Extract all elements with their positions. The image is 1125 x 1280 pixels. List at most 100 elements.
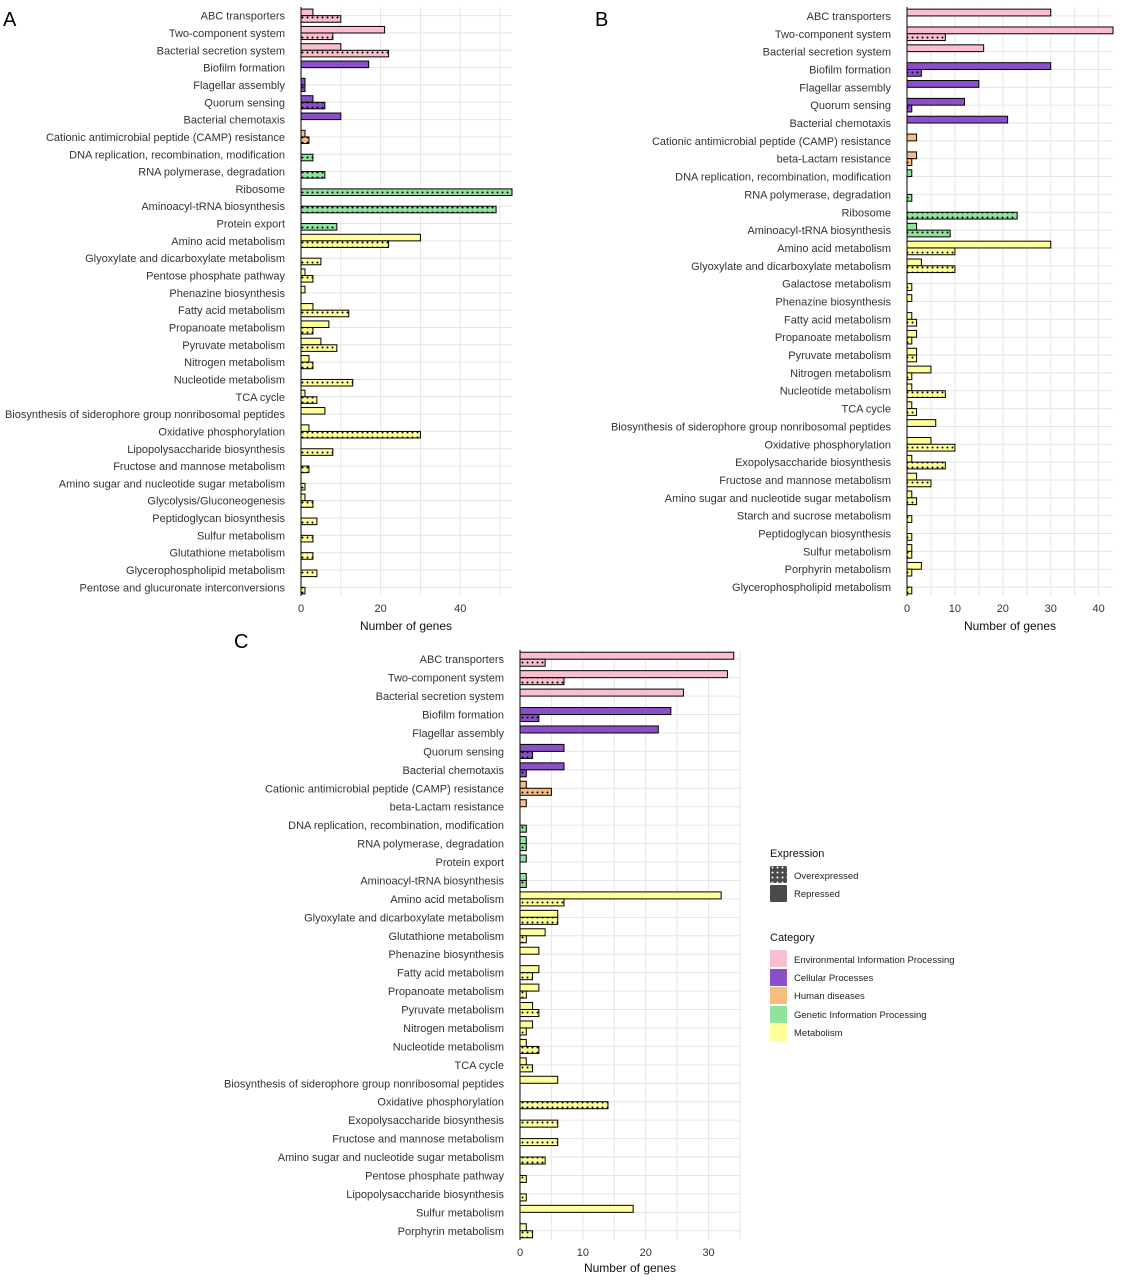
panel-c-label-lipopolysaccharide-biosynthesis: Lipopolysaccharide biosynthesis [346,1189,504,1201]
panel-a-bar-overexpressed-glycolysis-gluconeogenesis [300,500,314,508]
legend-overexpressed-label: Overexpressed [794,871,858,882]
panel-b-bar-overexpressed-two-component-system [906,33,946,42]
panel-c-bar-repressed-nucleotide-metabolism [519,1038,527,1047]
panel-c-bar-repressed-sulfur-metabolism [519,1204,634,1213]
panel-b-bar-repressed-glyoxylate-and-dicarboxylate-metabolism [906,258,922,267]
panel-a-label-dna-replication-recombination-modification: DNA replication, recombination, modifica… [69,149,285,161]
panel-b-bar-repressed-porphyrin-metabolism [906,561,922,570]
panel-c-bar-overexpressed-exopolysaccharide-biosynthesis [519,1119,559,1128]
panel-a-label-protein-export: Protein export [217,219,285,231]
panel-b-label-galactose-metabolism: Galactose metabolism [782,279,891,291]
panel-a-x-tick-label: 20 [374,603,386,615]
panel-b-bar-overexpressed-peptidoglycan-biosynthesis [906,533,913,541]
panel-c-bar-repressed-glutathione-metabolism [519,928,546,937]
panel-c-bar-repressed-abc-transporters [519,651,735,660]
panel-c-label-amino-sugar-and-nucleotide-sugar-metabolism: Amino sugar and nucleotide sugar metabol… [278,1152,504,1164]
panel-c-bar-overexpressed-glutathione-metabolism [519,935,527,944]
panel-b-label-fructose-and-mannose-metabolism: Fructose and mannose metabolism [719,475,891,487]
panel-c-bar-repressed-biofilm-formation [519,707,672,716]
panel-a-bar-overexpressed-two-component-system [300,32,334,41]
panel-b-bar-repressed-quorum-sensing [906,97,965,106]
panel-a-bar-overexpressed-sulfur-metabolism [300,534,314,543]
panel-b-label-flagellar-assembly: Flagellar assembly [799,82,891,94]
panel-b-bar-overexpressed-propanoate-metabolism [906,336,913,345]
panel-b-bar-overexpressed-porphyrin-metabolism [906,568,913,577]
panel-b-label-rna-polymerase-degradation: RNA polymerase, degradation [744,189,891,201]
panel-b-label-peptidoglycan-biosynthesis: Peptidoglycan biosynthesis [758,529,891,541]
legend-repressed-label: Repressed [794,889,840,900]
legend-key-environmental [770,950,787,967]
panel-c-bar-repressed-nitrogen-metabolism [519,1020,534,1029]
panel-a-label-glutathione-metabolism: Glutathione metabolism [169,548,285,560]
panel-b-bar-overexpressed-pyruvate-metabolism [906,354,918,363]
panel-b-label-bacterial-secretion-system: Bacterial secretion system [763,47,891,59]
panel-a-x-tick-label: 40 [454,603,466,615]
panel-c-bar-overexpressed-abc-transporters [519,658,546,667]
panel-c-label-glyoxylate-and-dicarboxylate-metabolism: Glyoxylate and dicarboxylate metabolism [304,912,504,924]
panel-c-bar-repressed-tca-cycle [519,1057,527,1066]
panel-b-bar-overexpressed-exopolysaccharide-biosynthesis [906,461,946,470]
panel-c-bar-repressed-protein-export [519,854,527,863]
panel-c-bar-overexpressed-biofilm-formation [519,714,540,723]
panel-a-bar-repressed-propanoate-metabolism [300,320,330,328]
panel-b-label-exopolysaccharide-biosynthesis: Exopolysaccharide biosynthesis [735,457,891,469]
panel-a-bar-repressed-fatty-acid-metabolism [300,303,314,311]
panel-a-label-propanoate-metabolism: Propanoate metabolism [169,322,285,334]
panel-c-bar-overexpressed-fructose-and-mannose-metabolism [519,1138,559,1147]
panel-b-label-oxidative-phosphorylation: Oxidative phosphorylation [764,439,891,451]
panel-b-label-glycerophospholipid-metabolism: Glycerophospholipid metabolism [732,582,891,594]
panel-a-label-bacterial-chemotaxis: Bacterial chemotaxis [184,115,286,127]
panel-c-bar-overexpressed-amino-sugar-and-nucleotide-sugar-metabolism [519,1156,546,1165]
panel-b-bar-overexpressed-nitrogen-metabolism [906,372,913,381]
panel-b-bar-repressed-fructose-and-mannose-metabolism [906,472,918,481]
panel-b-bar-overexpressed-oxidative-phosphorylation [906,443,956,452]
panel-c-bar-overexpressed-tca-cycle [519,1064,534,1073]
panel-b-label-amino-sugar-and-nucleotide-sugar-metabolism: Amino sugar and nucleotide sugar metabol… [665,493,891,505]
panel-c-label-aminoacyl-trna-biosynthesis: Aminoacyl-tRNA biosynthesis [360,875,504,887]
panel-a-bar-overexpressed-amino-sugar-and-nucleotide-sugar-metabolism [300,482,306,491]
panel-a-bar-overexpressed-glycerophospholipid-metabolism [300,569,318,578]
panel-c-label-rna-polymerase-degradation: RNA polymerase, degradation [357,839,504,851]
panel-c-bar-repressed-fatty-acid-metabolism [519,965,540,974]
panel-c-label-nitrogen-metabolism: Nitrogen metabolism [403,1023,504,1035]
panel-b-bar-overexpressed-starch-and-sucrose-metabolism [906,515,913,523]
panel-a-label-amino-sugar-and-nucleotide-sugar-metabolism: Amino sugar and nucleotide sugar metabol… [59,478,285,490]
panel-c-bar-overexpressed-fatty-acid-metabolism [519,972,534,981]
panel-a-bar-repressed-quorum-sensing [300,95,314,103]
panel-c-label-cationic-antimicrobial-peptide-camp-resistance: Cationic antimicrobial peptide (CAMP) re… [265,783,504,795]
panel-a-bar-repressed-bacterial-chemotaxis [300,112,342,121]
panel-a-bar-overexpressed-nucleotide-metabolism [300,378,354,387]
panel-b-bar-overexpressed-quorum-sensing [906,104,913,113]
panel-a-bar-repressed-abc-transporters [300,8,314,17]
panel-b-label-two-component-system: Two-component system [775,29,891,41]
panel-b-bar-overexpressed-fructose-and-mannose-metabolism [906,479,932,488]
panel-c-x-axis-title: Number of genes [584,1261,676,1275]
panel-a-label-biosynthesis-of-siderophore-group-nonribosomal-peptides: Biosynthesis of siderophore group nonrib… [5,409,286,421]
panel-a-bar-repressed-oxidative-phosphorylation [300,424,310,432]
panel-a-bar-repressed-glycolysis-gluconeogenesis [300,493,306,502]
panel-a-bar-repressed-two-component-system [300,25,386,34]
panel-c-label-biofilm-formation: Biofilm formation [422,710,504,722]
panel-c-bar-repressed-glyoxylate-and-dicarboxylate-metabolism [519,909,559,918]
panel-b-bar-repressed-nucleotide-metabolism [906,383,913,392]
panel-c-bar-repressed-rna-polymerase-degradation [519,836,527,845]
panel-a-label-biofilm-formation: Biofilm formation [203,63,285,75]
panel-c-label-protein-export: Protein export [436,857,504,869]
panel-c-bar-overexpressed-glyoxylate-and-dicarboxylate-metabolism [519,916,559,925]
panel-b-label-pyruvate-metabolism: Pyruvate metabolism [788,350,891,362]
panel-b-label-cationic-antimicrobial-peptide-camp-resistance: Cationic antimicrobial peptide (CAMP) re… [652,136,891,148]
panel-a-bar-overexpressed-fructose-and-mannose-metabolism [300,465,310,474]
panel-a-bar-repressed-phenazine-biosynthesis [300,285,306,294]
panel-b-label-nucleotide-metabolism: Nucleotide metabolism [780,386,891,398]
legend-key-human [770,987,787,1004]
panel-b-label-sulfur-metabolism: Sulfur metabolism [803,546,891,558]
panel-b-bar-repressed-abc-transporters [906,8,1052,17]
panel-a-bar-overexpressed-quorum-sensing [300,101,326,110]
panel-c-bar-repressed-porphyrin-metabolism [519,1223,527,1232]
panel-a-label-cationic-antimicrobial-peptide-camp-resistance: Cationic antimicrobial peptide (CAMP) re… [46,132,285,144]
panel-b-bar-repressed-dna-replication-recombination-modification [906,169,913,178]
panel-c-bar-overexpressed-quorum-sensing [519,750,534,759]
panel-a-bar-overexpressed-oxidative-phosphorylation [300,430,421,439]
panel-b-label-beta-lactam-resistance: beta-Lactam resistance [777,154,891,166]
